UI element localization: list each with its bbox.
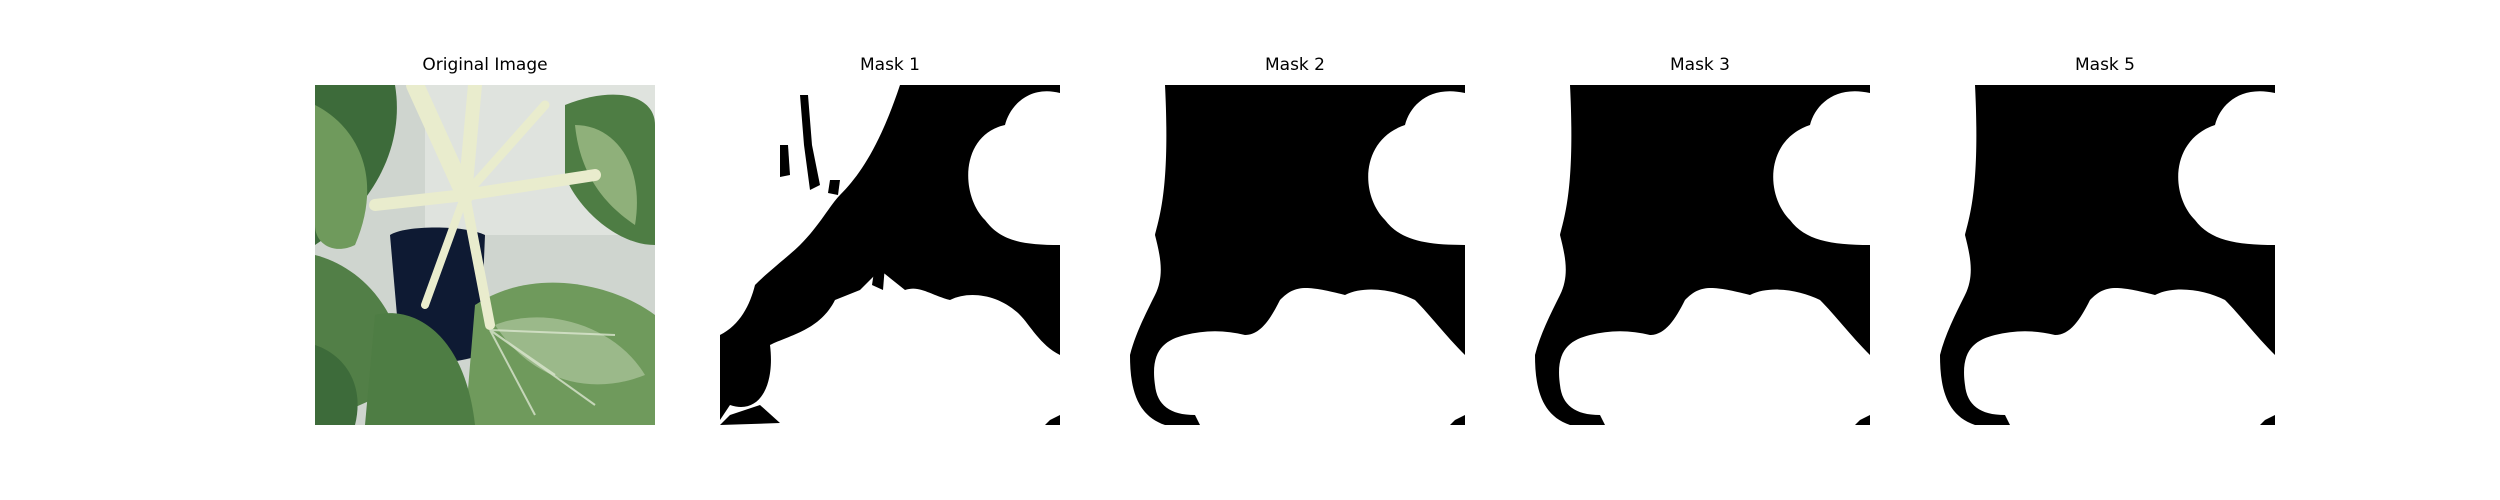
panel-title-original: Original Image [422, 55, 548, 75]
panel-title-mask-1: Mask 1 [859, 55, 920, 75]
plant-photo [315, 85, 655, 425]
panel-title-mask-5: Mask 5 [2074, 55, 2135, 75]
panel-title-mask-3: Mask 3 [1669, 55, 1730, 75]
mask-5-image [1935, 85, 2275, 425]
mask-2-shape [1125, 85, 1465, 425]
mask-3-shape [1530, 85, 1870, 425]
panel-title-mask-2: Mask 2 [1264, 55, 1325, 75]
mask-3-image [1530, 85, 1870, 425]
original-image [315, 85, 655, 425]
mask-5-shape [1935, 85, 2275, 425]
mask-1-shape [720, 85, 1060, 425]
mask-1-image [720, 85, 1060, 425]
mask-2-image [1125, 85, 1465, 425]
